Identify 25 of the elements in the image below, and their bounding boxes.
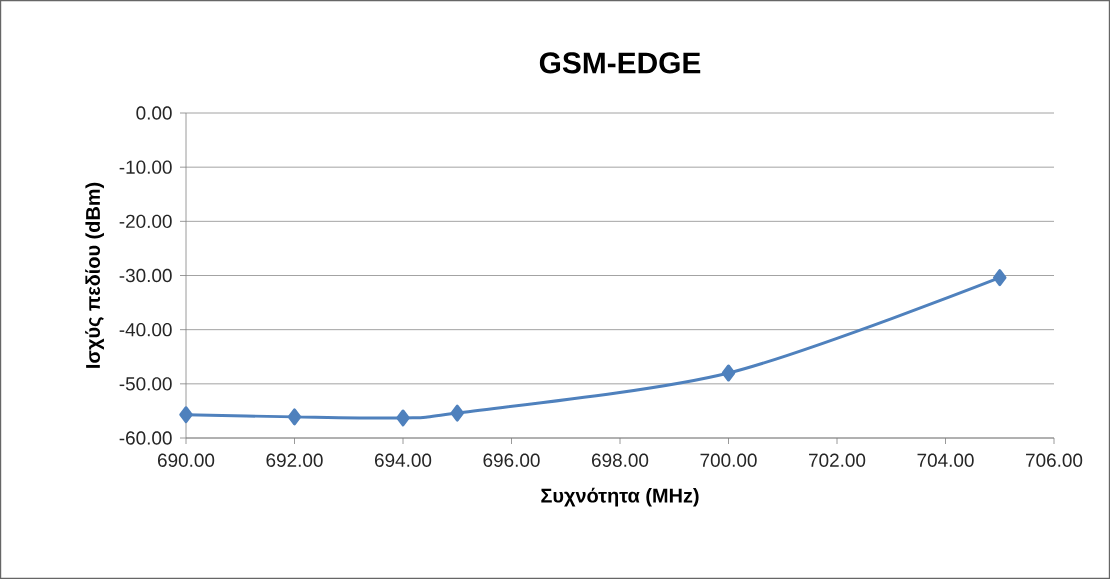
x-tick-label: 704.00	[917, 453, 974, 467]
x-tick-label: 702.00	[809, 453, 866, 467]
point	[721, 364, 736, 382]
y-tick-label: -40.00	[119, 322, 172, 337]
y-tick-label: -30.00	[119, 268, 172, 283]
x-tick-label: 694.00	[375, 453, 432, 467]
point	[993, 269, 1007, 287]
x-tick-label: 706.00	[1026, 453, 1083, 467]
x-tick-label: 698.00	[592, 453, 649, 467]
x-axis-title: Συχνότητα (MHz)	[541, 487, 699, 507]
x-tick-label: 690.00	[158, 453, 215, 467]
y-tick-label: -60.00	[119, 431, 172, 445]
point	[179, 406, 193, 424]
x-tick-label: 692.00	[266, 453, 323, 467]
chart-title: GSM-EDGE	[539, 52, 701, 74]
y-tick-label: 0.00	[136, 106, 172, 120]
y-tick-label: -10.00	[119, 160, 172, 174]
point	[396, 409, 410, 427]
x-tick-label: 700.00	[700, 453, 757, 467]
point	[450, 404, 464, 422]
y-tick-label: -20.00	[119, 214, 172, 229]
point	[287, 408, 302, 426]
x-tick-label: 696.00	[483, 453, 540, 467]
y-tick-label: -50.00	[119, 377, 172, 391]
y-axis-title: Ισχύς πεδίου (dBm)	[85, 182, 104, 368]
